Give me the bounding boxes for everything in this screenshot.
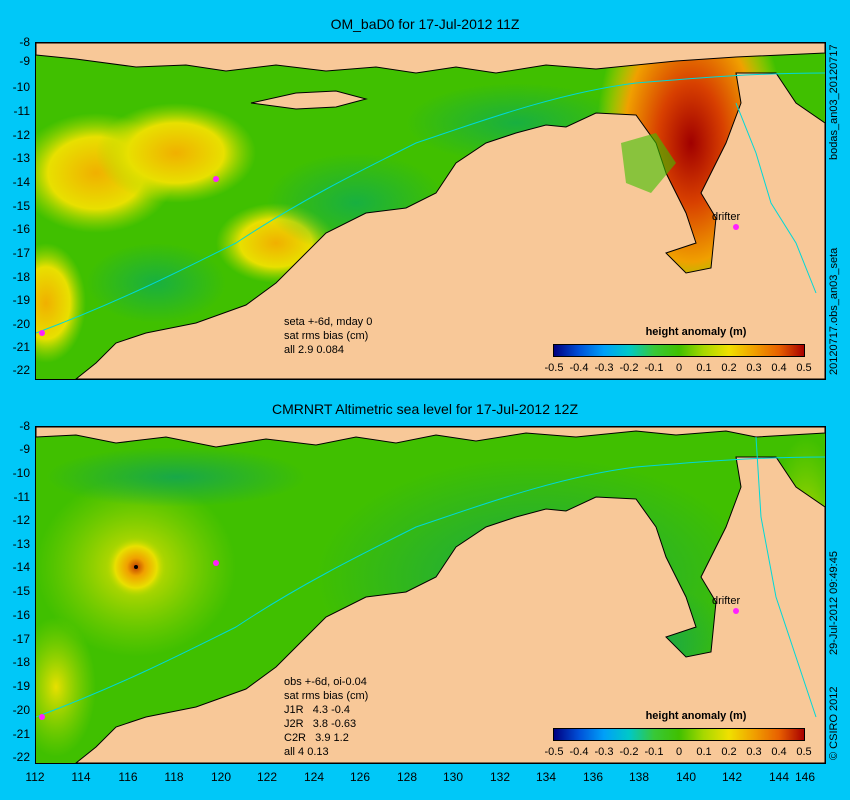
top-map-title: OM_baD0 for 17-Jul-2012 11Z	[330, 16, 520, 32]
x-tick: 124	[303, 770, 325, 784]
y-tick: -12	[12, 128, 30, 142]
top-map: drifter seta +-6d, mday 0 sat rms bias (…	[35, 42, 826, 380]
bottom-side-label-copyright: © CSIRO 2012	[828, 686, 840, 760]
y-tick: -8	[19, 419, 30, 433]
top-side-label-run: bodas_an03_20120717	[828, 44, 840, 160]
top-stats-note: seta +-6d, mday 0 sat rms bias (cm) all …	[284, 316, 373, 356]
bottom-map-title: CMRNRT Altimetric sea level for 17-Jul-2…	[271, 401, 579, 417]
x-tick: 118	[164, 770, 184, 784]
y-tick: -22	[12, 363, 30, 377]
y-tick: -15	[12, 199, 30, 213]
x-tick: 126	[349, 770, 371, 784]
y-tick: -22	[12, 750, 30, 764]
y-tick: -18	[12, 270, 30, 284]
y-tick: -19	[12, 679, 30, 693]
y-tick: -10	[12, 466, 30, 480]
bottom-stats-note: obs +-6d, oi-0.04 sat rms bias (cm) J1R …	[284, 676, 369, 758]
y-tick: -11	[13, 104, 30, 118]
y-tick: -14	[12, 560, 30, 574]
x-tick: 130	[442, 770, 464, 784]
y-tick: -18	[12, 655, 30, 669]
bottom-map: drifter obs +-6d, oi-0.04 sat rms bias (…	[35, 426, 826, 764]
x-tick: 132	[489, 770, 511, 784]
y-tick: -10	[12, 80, 30, 94]
x-tick: 120	[210, 770, 232, 784]
x-tick: 138	[628, 770, 650, 784]
y-tick: -17	[12, 246, 30, 260]
x-tick: 112	[25, 770, 45, 784]
x-tick: 134	[535, 770, 557, 784]
y-tick: -8	[19, 35, 30, 49]
top-drifter-label: drifter	[712, 211, 741, 223]
bottom-colorbar-title: height anomaly (m)	[645, 710, 747, 722]
y-tick: -16	[12, 222, 30, 236]
y-tick: -19	[12, 293, 30, 307]
top-side-label-obs: 20120717.obs_an03_seta	[828, 247, 840, 375]
y-tick: -21	[12, 340, 30, 354]
y-tick: -15	[12, 584, 30, 598]
y-tick: -9	[19, 442, 30, 456]
top-colorbar	[553, 344, 805, 357]
x-tick: 142	[721, 770, 743, 784]
y-tick: -20	[12, 703, 30, 717]
y-tick: -16	[12, 608, 30, 622]
y-tick: -13	[12, 151, 30, 165]
top-map-field	[36, 43, 825, 379]
y-tick: -13	[12, 537, 30, 551]
y-tick: -21	[12, 727, 30, 741]
x-tick: 136	[582, 770, 604, 784]
bottom-side-label-date: 29-Jul-2012 09:49:45	[828, 551, 840, 655]
y-tick: -14	[12, 175, 30, 189]
x-tick: 128	[396, 770, 418, 784]
y-tick: -9	[19, 54, 30, 68]
x-tick: 144	[768, 770, 790, 784]
y-tick: -17	[12, 632, 30, 646]
bottom-drifter-label: drifter	[712, 595, 741, 607]
y-tick: -11	[13, 490, 30, 504]
y-tick: -12	[12, 513, 30, 527]
x-tick: 140	[675, 770, 697, 784]
y-tick: -20	[12, 317, 30, 331]
x-tick: 116	[118, 770, 138, 784]
bottom-colorbar	[553, 728, 805, 741]
top-colorbar-title: height anomaly (m)	[645, 326, 747, 338]
x-tick: 146	[794, 770, 816, 784]
x-tick: 122	[256, 770, 278, 784]
bottom-map-field	[36, 427, 825, 763]
x-tick: 114	[71, 770, 91, 784]
